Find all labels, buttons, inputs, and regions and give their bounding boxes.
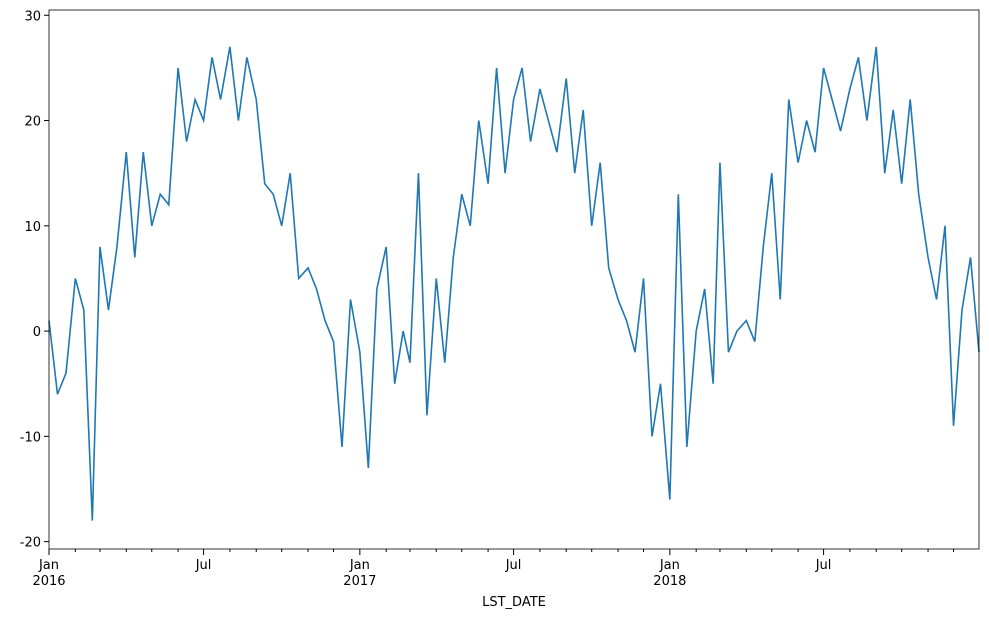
x-tick-label: Jan 2017 [343, 558, 376, 589]
data-line [48, 46, 980, 521]
y-tick-label: 0 [33, 325, 41, 340]
y-tick-label: -20 [20, 536, 41, 551]
x-tick-label: Jan 2018 [653, 558, 686, 589]
y-tick-label: 10 [24, 220, 41, 235]
x-tick-label: Jul [195, 558, 212, 573]
plot-frame [48, 9, 980, 550]
x-tick-label: Jul [505, 558, 522, 573]
y-tick-label: -10 [20, 430, 41, 445]
y-tick-label: 20 [24, 115, 41, 130]
x-tick-label: Jul [815, 558, 832, 573]
y-tick-label: 30 [24, 9, 41, 24]
x-tick-label: Jan 2016 [32, 558, 65, 589]
x-axis-label: LST_DATE [482, 595, 546, 610]
